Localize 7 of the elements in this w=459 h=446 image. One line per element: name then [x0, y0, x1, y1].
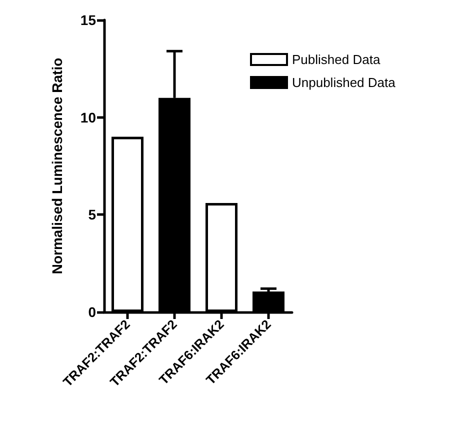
y-tick-label: 0: [88, 304, 96, 320]
y-tick-label: 5: [88, 206, 96, 223]
legend-label: Published Data: [292, 52, 381, 67]
y-axis-title: Normalised Luminescence Ratio: [49, 58, 65, 274]
legend-label: Unpublished Data: [292, 75, 396, 90]
y-tick-label: 15: [80, 12, 96, 28]
y-tick-label: 10: [80, 109, 96, 126]
